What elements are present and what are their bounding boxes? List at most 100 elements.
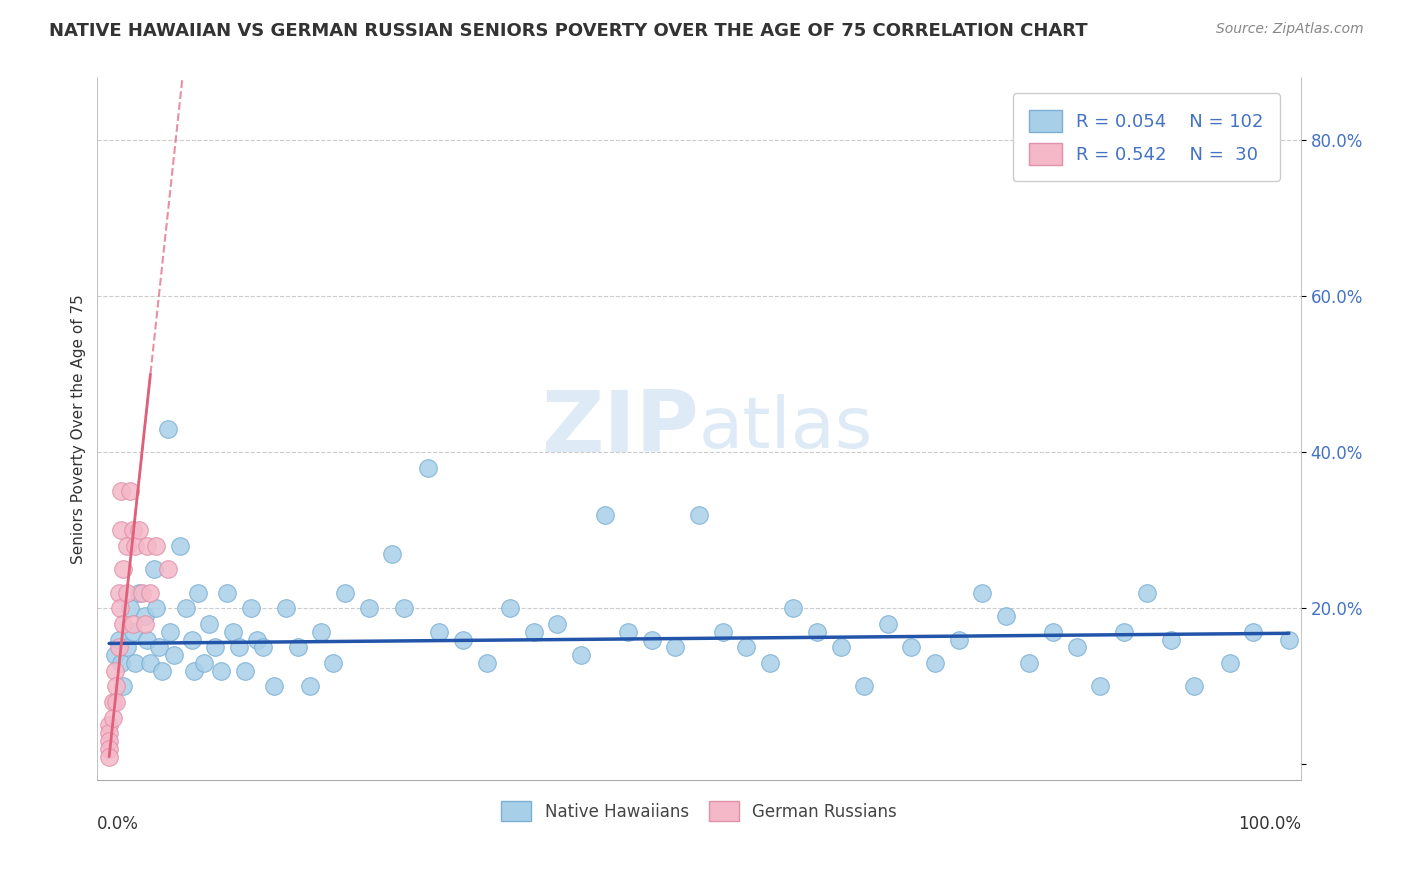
Text: ZIP: ZIP: [541, 387, 699, 470]
Point: [105, 679, 128, 693]
Point: [98, 718, 121, 732]
Point: [806, 624, 828, 639]
Point: [110, 484, 132, 499]
Point: [1219, 656, 1241, 670]
Point: [98, 749, 121, 764]
Point: [148, 640, 170, 655]
Point: [121, 616, 143, 631]
Point: [830, 640, 852, 655]
Point: [416, 460, 439, 475]
Point: [112, 679, 135, 693]
Point: [121, 624, 143, 639]
Y-axis label: Seniors Poverty Over the Age of 75: Seniors Poverty Over the Age of 75: [72, 293, 86, 564]
Point: [217, 585, 239, 599]
Point: [688, 508, 710, 522]
Point: [105, 695, 128, 709]
Point: [209, 664, 232, 678]
Point: [135, 632, 157, 647]
Point: [169, 539, 191, 553]
Point: [994, 609, 1017, 624]
Point: [274, 601, 297, 615]
Point: [298, 679, 321, 693]
Point: [311, 624, 333, 639]
Point: [1042, 624, 1064, 639]
Point: [150, 664, 173, 678]
Point: [924, 656, 946, 670]
Point: [782, 601, 804, 615]
Point: [115, 539, 138, 553]
Point: [198, 616, 221, 631]
Point: [1066, 640, 1088, 655]
Point: [131, 585, 153, 599]
Point: [853, 679, 876, 693]
Point: [134, 609, 156, 624]
Point: [948, 632, 970, 647]
Point: [523, 624, 546, 639]
Point: [1088, 679, 1111, 693]
Point: [1243, 624, 1265, 639]
Point: [228, 640, 250, 655]
Point: [1278, 632, 1301, 647]
Point: [333, 585, 356, 599]
Point: [98, 726, 121, 740]
Point: [193, 656, 215, 670]
Point: [107, 640, 129, 655]
Point: [451, 632, 474, 647]
Point: [134, 616, 156, 631]
Point: [233, 664, 256, 678]
Point: [569, 648, 592, 662]
Point: [252, 640, 274, 655]
Point: [139, 656, 162, 670]
Point: [1184, 679, 1206, 693]
Point: [101, 695, 124, 709]
Point: [110, 656, 132, 670]
Point: [759, 656, 782, 670]
Point: [876, 616, 898, 631]
Point: [381, 547, 404, 561]
Point: [263, 679, 285, 693]
Point: [163, 648, 186, 662]
Point: [101, 710, 124, 724]
Point: [1112, 624, 1135, 639]
Point: [204, 640, 226, 655]
Point: [735, 640, 758, 655]
Point: [104, 664, 127, 678]
Point: [1160, 632, 1182, 647]
Point: [499, 601, 522, 615]
Text: atlas: atlas: [699, 394, 873, 463]
Point: [139, 585, 162, 599]
Point: [104, 648, 127, 662]
Legend: Native Hawaiians, German Russians: Native Hawaiians, German Russians: [495, 794, 904, 828]
Point: [546, 616, 568, 631]
Point: [664, 640, 686, 655]
Point: [187, 585, 209, 599]
Point: [357, 601, 380, 615]
Text: NATIVE HAWAIIAN VS GERMAN RUSSIAN SENIORS POVERTY OVER THE AGE OF 75 CORRELATION: NATIVE HAWAIIAN VS GERMAN RUSSIAN SENIOR…: [49, 22, 1088, 40]
Point: [112, 616, 135, 631]
Point: [145, 539, 167, 553]
Point: [593, 508, 616, 522]
Point: [143, 562, 166, 576]
Point: [239, 601, 262, 615]
Point: [112, 562, 135, 576]
Point: [128, 523, 150, 537]
Point: [124, 539, 146, 553]
Point: [180, 632, 202, 647]
Point: [107, 632, 129, 647]
Point: [641, 632, 664, 647]
Point: [246, 632, 269, 647]
Point: [159, 624, 181, 639]
Text: 100.0%: 100.0%: [1237, 815, 1301, 833]
Point: [120, 484, 142, 499]
Text: 0.0%: 0.0%: [97, 815, 139, 833]
Point: [145, 601, 167, 615]
Point: [108, 601, 131, 615]
Point: [98, 734, 121, 748]
Point: [107, 585, 129, 599]
Text: Source: ZipAtlas.com: Source: ZipAtlas.com: [1216, 22, 1364, 37]
Point: [128, 585, 150, 599]
Point: [222, 624, 245, 639]
Point: [900, 640, 922, 655]
Point: [124, 656, 146, 670]
Point: [135, 539, 157, 553]
